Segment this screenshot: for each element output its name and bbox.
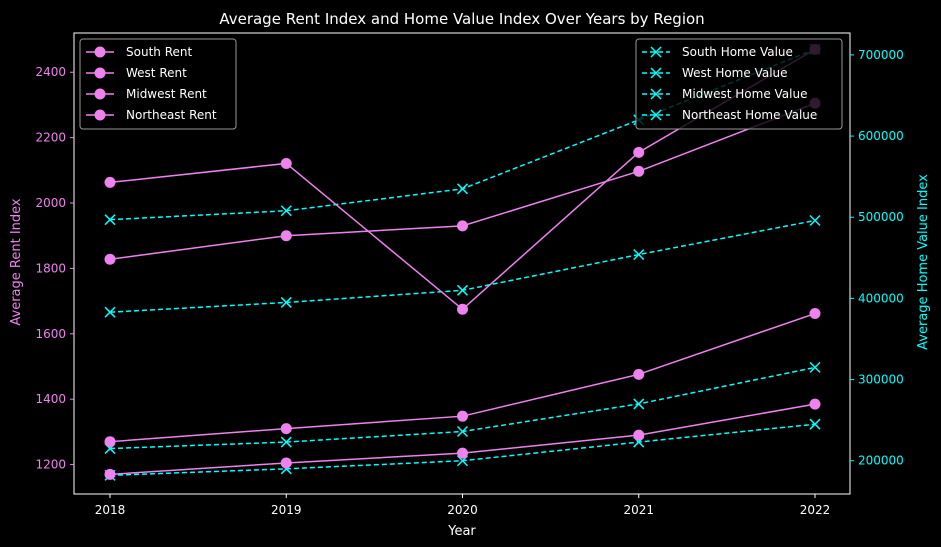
x-tick-label: 2022 xyxy=(800,503,831,517)
rent-data-point xyxy=(457,303,468,315)
home-marker-stroke xyxy=(456,183,469,195)
rent-data-point xyxy=(457,410,468,422)
axis-layer: 2018 2019 2020 2021 2022 1200 1400 1600 1800 2000… xyxy=(35,48,903,517)
home-data-point xyxy=(104,306,116,318)
y-left-tick-label: 1800 xyxy=(35,261,66,275)
rent-data-point xyxy=(280,457,292,469)
legend-home-entry: West Home Value xyxy=(642,66,788,80)
legend-home-label: West Home Value xyxy=(682,66,788,80)
home-marker-stroke xyxy=(809,214,821,227)
legend-rent-box xyxy=(79,38,237,130)
home-data-point xyxy=(104,214,116,226)
home-data-point xyxy=(280,436,292,448)
rent-data-point xyxy=(280,230,292,242)
home-data-point xyxy=(280,205,292,217)
rent-data-point xyxy=(280,423,292,435)
x-tick-label: 2018 xyxy=(95,503,126,517)
rent-data-point xyxy=(280,157,292,169)
home-marker-stroke xyxy=(104,306,116,318)
rent-data-point xyxy=(104,436,116,448)
x-axis-label: Year xyxy=(447,524,476,539)
legend-rent-entry: Northeast Rent xyxy=(86,108,217,122)
y-right-tick-label: 300000 xyxy=(858,373,904,387)
legend-layer: South Rent West Rent Midwest Rent Northeast… xyxy=(79,38,843,130)
home-marker-stroke xyxy=(809,361,821,373)
home-data-point xyxy=(809,418,821,430)
legend-home-entry: Midwest Home Value xyxy=(642,87,807,101)
y-left-tick-label: 2200 xyxy=(35,131,66,145)
x-tick-label: 2020 xyxy=(447,503,478,517)
home-data-point xyxy=(633,398,645,410)
home-marker-stroke xyxy=(280,205,292,217)
legend-home-marker xyxy=(650,109,662,121)
legend-rent-label: Midwest Rent xyxy=(126,87,207,101)
legend-home-label: Northeast Home Value xyxy=(682,108,817,122)
rent-data-point xyxy=(809,308,821,320)
rent-data-point xyxy=(457,220,468,232)
legend-rent-marker xyxy=(94,88,106,100)
home-marker-stroke xyxy=(104,214,116,226)
legend-home-label: Midwest Home Value xyxy=(682,87,807,101)
rent-data-point xyxy=(633,429,645,441)
y-right-tick-label: 200000 xyxy=(858,454,904,468)
y-right-tick-label: 700000 xyxy=(858,48,904,62)
y-left-tick-label: 2000 xyxy=(35,196,66,210)
legend-home-marker xyxy=(650,88,662,100)
legend-home-label: South Home Value xyxy=(682,45,793,59)
rent-data-point xyxy=(633,146,645,158)
y-left-tick-label: 1600 xyxy=(35,327,66,341)
home-data-point xyxy=(456,284,469,296)
rent-data-point xyxy=(809,398,821,410)
legend-rent-label: West Rent xyxy=(126,66,187,80)
rent-data-point xyxy=(633,165,645,177)
y-left-tick-label: 2400 xyxy=(35,65,66,79)
home-data-point xyxy=(456,425,469,438)
home-data-point xyxy=(280,296,292,308)
legend-rent-entry: Midwest Rent xyxy=(86,87,207,101)
legend-home-entry: Northeast Home Value xyxy=(642,108,817,122)
x-tick-label: 2021 xyxy=(623,503,654,517)
rent-data-point xyxy=(457,447,468,459)
home-data-point xyxy=(809,361,821,373)
home-marker-stroke xyxy=(456,425,469,438)
home-marker-stroke xyxy=(809,418,821,430)
home-marker-stroke xyxy=(280,296,292,308)
home-marker-stroke xyxy=(633,249,645,261)
legend-rent-marker xyxy=(94,67,106,79)
legend-home-marker xyxy=(650,67,662,79)
rent-data-point xyxy=(104,253,116,265)
home-data-point xyxy=(456,183,469,195)
y-right-tick-label: 400000 xyxy=(858,291,904,305)
home-data-point xyxy=(809,214,821,227)
legend-home-marker xyxy=(650,46,662,58)
chart-title: Average Rent Index and Home Value Index … xyxy=(219,10,704,28)
y-right-tick-label: 600000 xyxy=(858,129,904,143)
legend-rent-entry: West Rent xyxy=(86,66,187,80)
y-left-tick-label: 1400 xyxy=(35,392,66,406)
home-marker-stroke xyxy=(456,284,469,296)
home-data-point xyxy=(633,249,645,261)
legend-home-box xyxy=(635,38,843,130)
home-marker-stroke xyxy=(633,398,645,410)
legend-rent-label: Northeast Rent xyxy=(126,108,217,122)
legend-rent-marker xyxy=(94,46,106,58)
legend-rent-entry: South Rent xyxy=(86,45,192,59)
y-left-tick-label: 1200 xyxy=(35,458,66,472)
y-right-tick-label: 500000 xyxy=(858,210,904,224)
rent-data-point xyxy=(104,468,116,480)
y-axis-left-label: Average Rent Index xyxy=(9,198,24,326)
legend-home-entry: South Home Value xyxy=(642,45,793,59)
rent-data-point xyxy=(104,176,116,188)
legend-rent-label: South Rent xyxy=(126,45,192,59)
y-axis-right-label: Average Home Value Index xyxy=(916,174,931,350)
home-marker-stroke xyxy=(280,436,292,448)
legend-rent-marker xyxy=(94,109,106,121)
rent-data-point xyxy=(633,368,645,380)
x-tick-label: 2019 xyxy=(271,503,302,517)
